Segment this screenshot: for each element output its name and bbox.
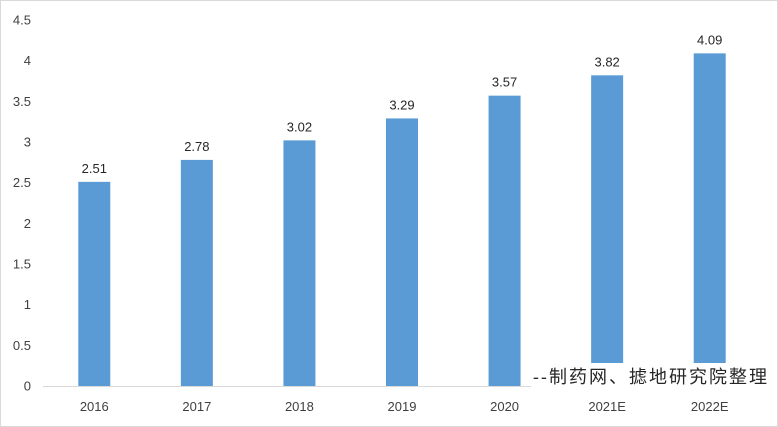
data-label-2016: 2.51 [82,161,107,176]
x-tick-label-2018: 2018 [285,399,314,414]
bar-series [78,53,726,386]
data-label-2020: 3.57 [492,75,517,90]
y-tick-label: 2.5 [13,175,31,190]
data-label-2018: 3.02 [287,119,312,134]
x-tick-label-2019: 2019 [388,399,417,414]
y-axis-ticks: 0 0.5 1 1.5 2 2.5 3 3.5 4 4.5 [13,13,31,394]
y-tick-label: 4.5 [13,13,31,28]
y-tick-label: 0.5 [13,338,31,353]
y-tick-label: 3 [24,135,31,150]
data-labels: 2.51 2.78 3.02 3.29 3.57 3.82 4.09 [82,32,723,176]
y-tick-label: 4 [24,53,31,68]
bar-2019 [386,118,418,386]
x-tick-label-2022E: 2022E [691,399,729,414]
y-tick-label: 0 [24,379,31,394]
y-tick-label: 1.5 [13,257,31,272]
x-axis-ticks: 2016 2017 2018 2019 2020 2021E 2022E [80,399,729,414]
data-label-2019: 3.29 [389,97,414,112]
x-tick-label-2016: 2016 [80,399,109,414]
bar-2016 [78,181,111,386]
data-label-2021E: 3.82 [594,54,619,69]
x-tick-label-2021E: 2021E [588,399,626,414]
data-label-2017: 2.78 [184,139,209,154]
bar-2018 [283,140,316,386]
data-label-2022E: 4.09 [697,32,722,47]
bar-2017 [180,159,213,386]
x-tick-label-2020: 2020 [490,399,519,414]
bar-2022E [693,53,726,386]
y-tick-label: 3.5 [13,94,31,109]
x-tick-label-2017: 2017 [182,399,211,414]
y-tick-label: 2 [24,216,31,231]
bar-2020 [488,95,521,386]
bar-2021E [591,75,624,386]
y-tick-label: 1 [24,297,31,312]
source-watermark: --制药网、摅地研究院整理 [530,363,771,389]
